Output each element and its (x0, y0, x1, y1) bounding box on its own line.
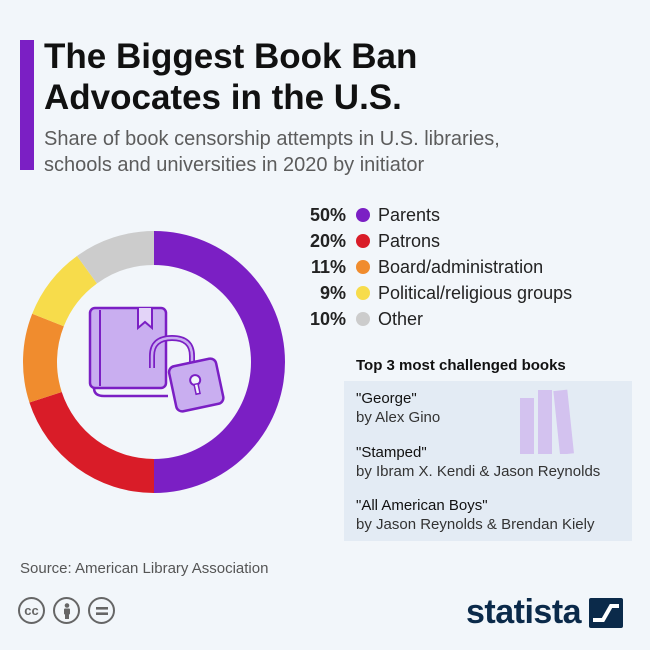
legend-swatch (356, 312, 370, 326)
legend-item: 20% Patrons (290, 228, 572, 254)
book-author: by Jason Reynolds & Brendan Kiely (356, 516, 595, 533)
book-title: "Stamped" (356, 444, 427, 461)
legend-swatch (356, 208, 370, 222)
by-icon[interactable] (53, 597, 80, 624)
source-note: Source: American Library Association (20, 560, 269, 577)
donut-slice-political-religious-groups (32, 256, 97, 327)
book-item: "George" by Alex Gino (356, 389, 440, 427)
subtitle-line-2: schools and universities in 2020 by init… (44, 154, 425, 176)
legend-label: Other (378, 308, 424, 329)
donut-slice-patrons (29, 391, 154, 493)
legend-value: 11% (310, 256, 346, 277)
chart-subtitle: Share of book censorship attempts in U.S… (44, 126, 634, 178)
books-panel: "George" by Alex Gino "Stamped" by Ibram… (344, 381, 632, 541)
donut-slice-parents (154, 231, 285, 493)
legend-swatch (356, 286, 370, 300)
legend-value: 9% (319, 282, 346, 303)
donut-slice-board-administration (22, 313, 64, 403)
books-shelf-icon (520, 389, 574, 454)
cc-icon[interactable]: cc (18, 597, 45, 624)
donut-slices (22, 231, 285, 493)
legend-item: 11% Board/administration (290, 254, 572, 280)
chart-legend: 50% Parents 20% Patrons 11% Board/administrat… (290, 202, 572, 332)
book-author: by Alex Gino (356, 409, 441, 426)
legend-label: Parents (378, 204, 441, 225)
license-icons[interactable]: cc (18, 597, 115, 624)
book-item: "All American Boys" by Jason Reynolds & … (356, 496, 594, 534)
donut-chart (22, 231, 285, 493)
nd-icon[interactable] (88, 597, 115, 624)
donut-slice-other (77, 231, 154, 284)
book-with-padlock-icon (88, 306, 225, 413)
legend-item: 9% Political/religious groups (290, 280, 572, 306)
statista-logo-icon (589, 597, 624, 628)
title-line-1: The Biggest Book Ban (44, 37, 418, 76)
book-title: "George" (356, 390, 417, 407)
subtitle-line-1: Share of book censorship attempts in U.S… (44, 128, 500, 150)
chart-title: The Biggest Book Ban Advocates in the U.… (44, 36, 634, 118)
books-heading: Top 3 most challenged books (356, 357, 566, 374)
legend-value: 10% (309, 308, 346, 329)
legend-value: 20% (309, 230, 346, 251)
legend-label: Political/religious groups (378, 282, 573, 303)
brand-name: statista (466, 593, 582, 631)
legend-label: Board/administration (378, 256, 544, 277)
legend-swatch (356, 234, 370, 248)
title-line-2: Advocates in the U.S. (44, 78, 402, 117)
legend-swatch (356, 260, 370, 274)
legend-item: 50% Parents (290, 202, 572, 228)
book-item: "Stamped" by Ibram X. Kendi & Jason Reyn… (356, 443, 600, 481)
title-accent-bar (20, 40, 34, 170)
statista-brand[interactable]: statista (466, 593, 624, 632)
legend-item: 10% Other (290, 306, 572, 332)
book-title: "All American Boys" (356, 497, 488, 514)
legend-label: Patrons (378, 230, 441, 251)
book-author: by Ibram X. Kendi & Jason Reynolds (356, 463, 601, 480)
legend-value: 50% (309, 204, 346, 225)
